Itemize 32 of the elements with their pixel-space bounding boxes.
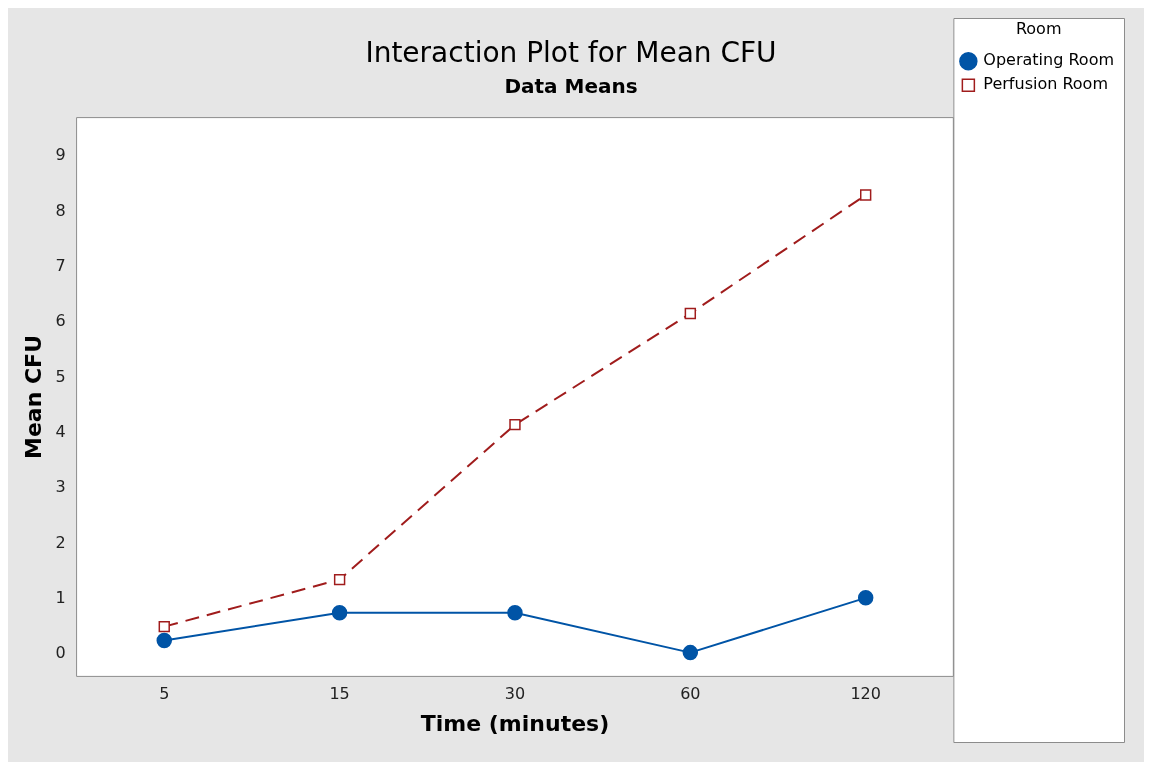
y-tick-label: 3 <box>55 477 66 497</box>
point <box>507 605 523 621</box>
point <box>333 573 346 586</box>
x-tick-label: 30 <box>504 684 526 704</box>
y-tick-label: 2 <box>55 532 66 552</box>
point <box>859 189 872 201</box>
chart-title: Interaction Plot for Mean CFU <box>365 36 777 70</box>
x-tick-label: 60 <box>680 684 701 704</box>
y-tick-label: 8 <box>55 200 66 220</box>
legend-label: Operating Room <box>983 50 1114 70</box>
x-tick-label: 120 <box>850 684 881 704</box>
y-tick-label: 7 <box>55 256 66 276</box>
y-tick-label: 6 <box>55 311 66 331</box>
y-tick-label: 4 <box>55 422 66 442</box>
y-axis-title: Mean CFU <box>20 334 46 460</box>
y-tick-label: 1 <box>55 588 66 608</box>
point <box>684 307 697 320</box>
point <box>682 644 699 661</box>
chart-subtitle: Data Means <box>504 73 638 98</box>
point <box>509 418 521 431</box>
y-tick-label: 9 <box>55 145 66 165</box>
x-tick-label: 15 <box>329 684 350 704</box>
y-tick-label: 0 <box>55 643 66 663</box>
x-tick-label: 5 <box>159 684 170 704</box>
legend-title: Room <box>1015 19 1062 39</box>
point <box>857 590 874 606</box>
legend-label: Perfusion Room <box>983 74 1108 94</box>
point <box>331 605 348 621</box>
x-axis-title: Time (minutes) <box>420 710 610 736</box>
point <box>158 620 170 633</box>
y-tick-label: 5 <box>55 366 66 386</box>
point <box>156 632 173 649</box>
